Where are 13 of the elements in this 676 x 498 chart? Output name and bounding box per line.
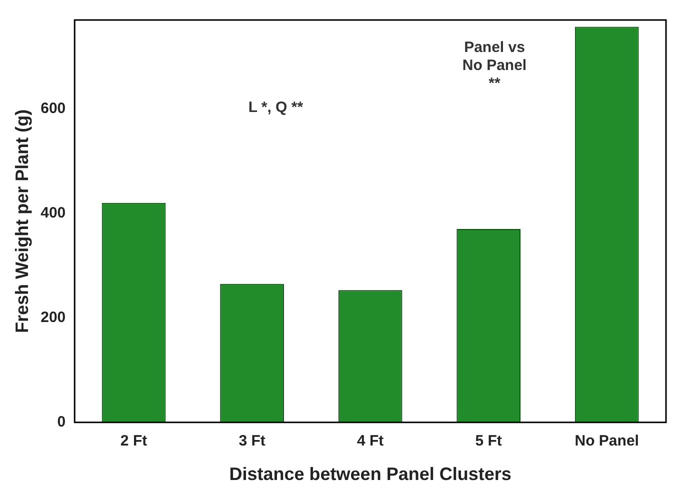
y-axis-title: Fresh Weight per Plant (g) xyxy=(12,109,32,334)
y-tick-label: 0 xyxy=(57,414,66,431)
y-tick-label: 600 xyxy=(40,100,66,117)
x-axis-title: Distance between Panel Clusters xyxy=(229,464,512,484)
x-tick-label: 3 Ft xyxy=(238,432,266,450)
x-tick-label: No Panel xyxy=(574,432,639,450)
annotation: Panel vs No Panel ** xyxy=(462,38,527,92)
y-tick-label: 400 xyxy=(40,204,66,222)
x-tick-label: 2 Ft xyxy=(120,432,148,450)
x-tick-label: 4 Ft xyxy=(356,432,384,450)
y-tick-label: 200 xyxy=(40,309,66,326)
x-tick-label: 5 Ft xyxy=(475,432,502,450)
annotation: L *, Q ** xyxy=(248,99,304,116)
